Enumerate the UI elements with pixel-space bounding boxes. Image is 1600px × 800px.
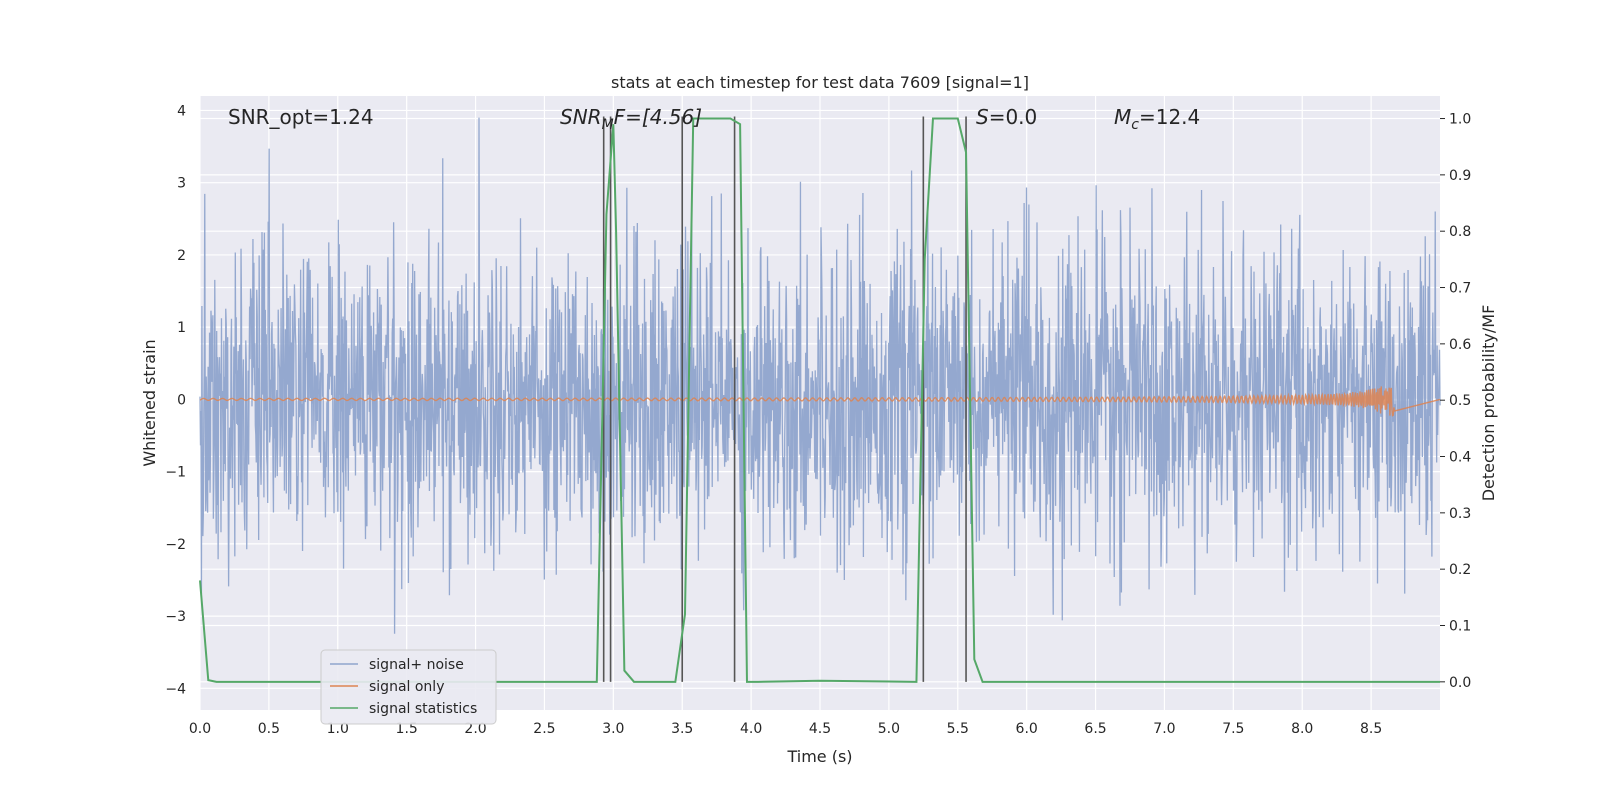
x-tick-label-3: 1.5: [396, 721, 418, 737]
y-right-tick-label-5: 0.5: [1449, 393, 1471, 409]
y-right-tick-label-8: 0.8: [1449, 224, 1471, 240]
x-tick-label-9: 4.5: [809, 721, 831, 737]
annotation-snr-mf: SNRMF=[4.56]: [560, 105, 702, 133]
annotation-mc: Mc=12.4: [1114, 105, 1200, 133]
legend-box: [320, 649, 497, 725]
y-axis-label: Whitened strain: [140, 339, 159, 466]
x-tick-label-4: 2.0: [464, 721, 486, 737]
y-right-tick-label-2: 0.2: [1449, 562, 1471, 578]
x-tick-label-14: 7.0: [1153, 721, 1175, 737]
signal-line: [199, 386, 1441, 417]
x-tick-label-1: 0.5: [258, 721, 280, 737]
y-right-tick-label-3: 0.3: [1449, 506, 1471, 522]
y-right-tick-label-6: 0.6: [1449, 337, 1471, 353]
legend-label-noise: signal+ noise: [369, 657, 464, 673]
legend-label-signal: signal only: [369, 679, 444, 695]
x-tick-label-8: 4.0: [740, 721, 762, 737]
noise-line: [199, 117, 1441, 634]
y-tick-label-7: 3: [177, 176, 186, 192]
y-right-tick-label-7: 0.7: [1449, 281, 1471, 297]
x-tick-label-17: 8.5: [1360, 721, 1382, 737]
x-tick-label-0: 0.0: [189, 721, 211, 737]
x-tick-label-11: 5.5: [947, 721, 969, 737]
y-tick-label-6: 2: [177, 248, 186, 264]
x-tick-label-2: 1.0: [327, 721, 349, 737]
y-axis-ticks: −4 −3 −2 −1 0 1 2 3 4: [165, 103, 186, 697]
x-tick-label-15: 7.5: [1222, 721, 1244, 737]
noise-series: [199, 117, 1441, 634]
x-tick-label-13: 6.5: [1084, 721, 1106, 737]
y-right-tick-label-1: 0.1: [1449, 619, 1471, 635]
y-tick-label-8: 4: [177, 103, 186, 119]
y-tick-label-1: −3: [165, 609, 186, 625]
y-right-tick-label-4: 0.4: [1449, 450, 1471, 466]
stats-line: [199, 117, 1440, 683]
annotation-s: S=0.0: [976, 105, 1037, 129]
y-right-tick-label-9: 0.9: [1449, 168, 1471, 184]
x-tick-label-6: 3.0: [602, 721, 624, 737]
stats-series: [199, 117, 1440, 683]
y-tick-label-2: −2: [165, 537, 186, 553]
y-tick-label-0: −4: [165, 681, 186, 697]
x-tick-label-12: 6.0: [1016, 721, 1038, 737]
x-tick-label-16: 8.0: [1291, 721, 1313, 737]
x-axis-label: Time (s): [786, 747, 852, 766]
y-right-tick-label-0: 0.0: [1449, 675, 1471, 691]
annotation-snr-opt: SNR_opt=1.24: [228, 105, 374, 129]
x-axis-ticks: 0.0 0.5 1.0 1.5 2.0 2.5 3.0 3.5 4.0 4.5 5.0 5.5 6.0 6…: [189, 721, 1382, 737]
legend-label-stats: signal statistics: [369, 701, 477, 717]
y-tick-label-4: 0: [177, 392, 186, 408]
x-tick-label-5: 2.5: [533, 721, 555, 737]
y-right-axis-ticks: 0.0 0.1 0.2 0.3 0.4 0.5 0.6 0.7 0.8 0.9 1.0: [1440, 112, 1471, 691]
y-tick-label-3: −1: [165, 465, 186, 481]
x-tick-label-7: 3.5: [671, 721, 693, 737]
signal-series: [199, 386, 1441, 417]
legend: signal+ noise signal only signal statist…: [320, 649, 497, 725]
x-tick-label-10: 5.0: [878, 721, 900, 737]
chart-title: stats at each timestep for test data 760…: [611, 73, 1029, 92]
y-right-tick-label-10: 1.0: [1449, 112, 1471, 128]
y-right-axis-label: Detection probability/MF: [1479, 305, 1498, 502]
y-tick-label-5: 1: [177, 320, 186, 336]
